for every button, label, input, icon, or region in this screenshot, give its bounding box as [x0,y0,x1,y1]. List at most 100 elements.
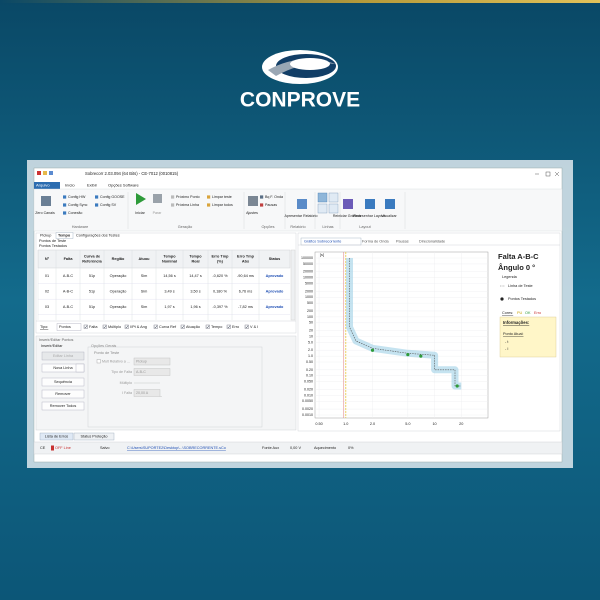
ribbon-button[interactable]: Bq F. Onda [265,195,283,199]
checkbox[interactable] [102,324,107,329]
lines-icon [317,192,328,203]
options-frame [87,346,263,428]
checkbox[interactable] [153,324,158,329]
ribbon-button[interactable]: Conexão [68,211,82,215]
field-label: Mult Relativo a ... [102,359,130,363]
table-cell: 14,47 s [189,274,202,278]
ribbon-button[interactable]: Próxima Linha [176,203,199,207]
fault-title: Falta A-B-C [498,252,539,261]
tested-point [406,352,410,357]
button[interactable] [41,351,85,361]
ribbon-icon [207,195,211,199]
field-box [133,368,171,376]
button-label[interactable]: Nova Linha [53,366,73,370]
button[interactable] [41,389,85,399]
ribbon-button[interactable]: Próximo Ponto [176,195,200,199]
ribbon-button[interactable]: Visualizar [381,214,397,218]
tab[interactable]: Direcionalidade [419,240,445,244]
table-cell: -7,82 ms [238,305,253,309]
tab[interactable]: Pickup [40,234,51,238]
bottom-tab[interactable] [39,432,74,441]
ribbon-button[interactable]: Redesenhar Layout [353,214,384,218]
table-cell: -90,64 ms [237,274,254,278]
table-cell: -0,620 % [212,274,228,278]
tab[interactable]: Forma de Onda [362,240,389,244]
reference-curve [349,258,462,387]
checkbox[interactable] [205,324,210,329]
checkbox[interactable] [96,359,101,364]
column-header: Tempo [163,255,176,259]
tab[interactable]: Pausas [396,240,409,244]
button-label[interactable]: Remover Todos [50,404,77,408]
checkbox[interactable] [180,324,185,329]
panel-subtitle: Pontos Testados [39,244,67,248]
y-tick-label: 5000 [305,281,313,285]
checkbox-label: V & I [250,325,258,329]
ribbon-button[interactable]: Reiniciar Gráficos [333,214,362,218]
filter-label: Tipo: [40,325,48,329]
button-label[interactable]: Sequência [54,380,73,384]
color-key: OK [525,311,531,315]
ribbon-button[interactable]: Limpar todos [212,203,233,207]
ribbon-button[interactable]: Iniciar [135,211,145,215]
maximize-button[interactable] [545,171,551,177]
checkbox-label: Múltiplo [108,325,121,329]
ribbon-group-label: Linhas [322,225,333,229]
checkbox[interactable] [83,324,88,329]
check-mark [103,325,107,329]
status-field[interactable]: C:\Users\SUPORTE2\Desktop\...\SOBRECORRE… [127,446,226,450]
color-key: Erro [534,311,541,315]
ribbon-icon [95,195,99,199]
bottom-tab-label[interactable]: Status Proteção [80,435,107,439]
ribbon-button[interactable]: Ajustes [246,211,258,215]
ribbon-button[interactable]: Parar [153,211,163,215]
y-tick-label: 100000 [301,256,313,260]
legend-title: Legenda [502,275,518,279]
y-tick-label: 2000 [305,289,313,293]
tab[interactable]: Configurações dos Testes [76,234,120,238]
ribbon [33,188,563,232]
ribbon-button[interactable]: Config Sync [68,203,88,207]
check-mark [245,325,249,329]
ribbon-icon [248,196,258,206]
checkbox-label: Falta [89,325,98,329]
table-cell: Aprovado [266,290,284,294]
checkbox[interactable] [226,324,231,329]
color-key: PU [517,311,523,315]
menu-item[interactable]: Exibir [87,183,98,188]
button-label[interactable]: Editar Linha [53,354,74,358]
y-tick-label: 200 [307,309,313,313]
ribbon-button[interactable]: Zero Canais [35,211,55,215]
top-stripe [0,0,600,3]
button[interactable] [41,377,85,387]
menu-item[interactable]: Início [65,183,75,188]
button[interactable] [41,401,85,411]
status-field: Aquecimento [314,446,336,450]
table-cell: Operação [110,305,127,309]
button-label[interactable]: Remover [55,392,71,396]
ribbon-icon [297,199,307,209]
ribbon-button[interactable]: Config GOOSE [100,195,125,199]
status-field: OFF Line [55,446,71,450]
info-title: Informações: [503,320,529,325]
ribbon-button[interactable]: Apresentar Relatório [285,214,318,218]
menu-item[interactable]: Arquivo [36,183,50,188]
dropdown-button[interactable] [75,363,85,373]
lines-icon [328,203,339,214]
tab[interactable]: Gráfico Sobrecorrente [304,240,341,244]
bottom-tab[interactable] [73,432,115,441]
checkbox[interactable] [244,324,249,329]
tab[interactable]: Tempo [58,234,71,238]
select[interactable] [56,323,82,331]
ribbon-button[interactable]: Limpar teste [212,195,232,199]
table-cell: A-B-C [63,290,74,294]
ribbon-button[interactable]: Config SV [100,203,117,207]
ribbon-button[interactable]: Config HW [68,195,86,199]
ribbon-button[interactable]: Pausas [265,203,277,207]
checkbox[interactable] [124,324,129,329]
y-tick-label: 500 [307,301,313,305]
ribbon-group-label: Relatório [290,225,305,229]
bottom-tab-label[interactable]: Lista de Erros [45,435,69,439]
menu-item[interactable]: Opções Software [108,183,139,188]
table-cell: 1,97 s [164,305,174,309]
